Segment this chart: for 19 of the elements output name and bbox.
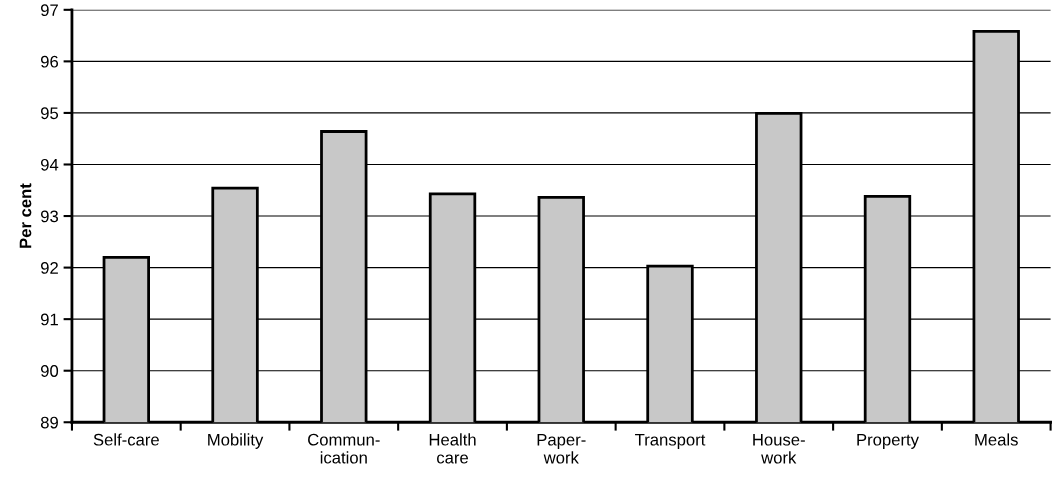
- y-tick-label: 95: [40, 107, 59, 120]
- x-tick-label: Mobility: [208, 433, 264, 449]
- x-tick-label: Self-care: [93, 433, 159, 446]
- x-tick-label: Paper- work: [537, 433, 586, 464]
- x-tick-label: Meals: [975, 433, 1018, 446]
- y-axis-title: Per cent: [19, 183, 32, 248]
- y-tick-label: 96: [40, 55, 59, 68]
- y-tick-label: 94: [40, 158, 59, 171]
- y-tick-label: 97: [40, 4, 58, 17]
- x-tick-label: Health care: [429, 433, 476, 464]
- y-tick-label: 93: [40, 210, 59, 223]
- x-tick-label: House- work: [753, 433, 805, 464]
- x-tick-label: Transport: [635, 433, 706, 449]
- y-tick-label: 92: [40, 262, 58, 274]
- y-tick-label: 91: [40, 313, 58, 326]
- x-tick-label: Property: [857, 433, 919, 449]
- x-tick-label: Commun- ication: [308, 433, 380, 464]
- y-tick-label: 90: [40, 365, 59, 377]
- y-tick-label: 89: [40, 416, 58, 429]
